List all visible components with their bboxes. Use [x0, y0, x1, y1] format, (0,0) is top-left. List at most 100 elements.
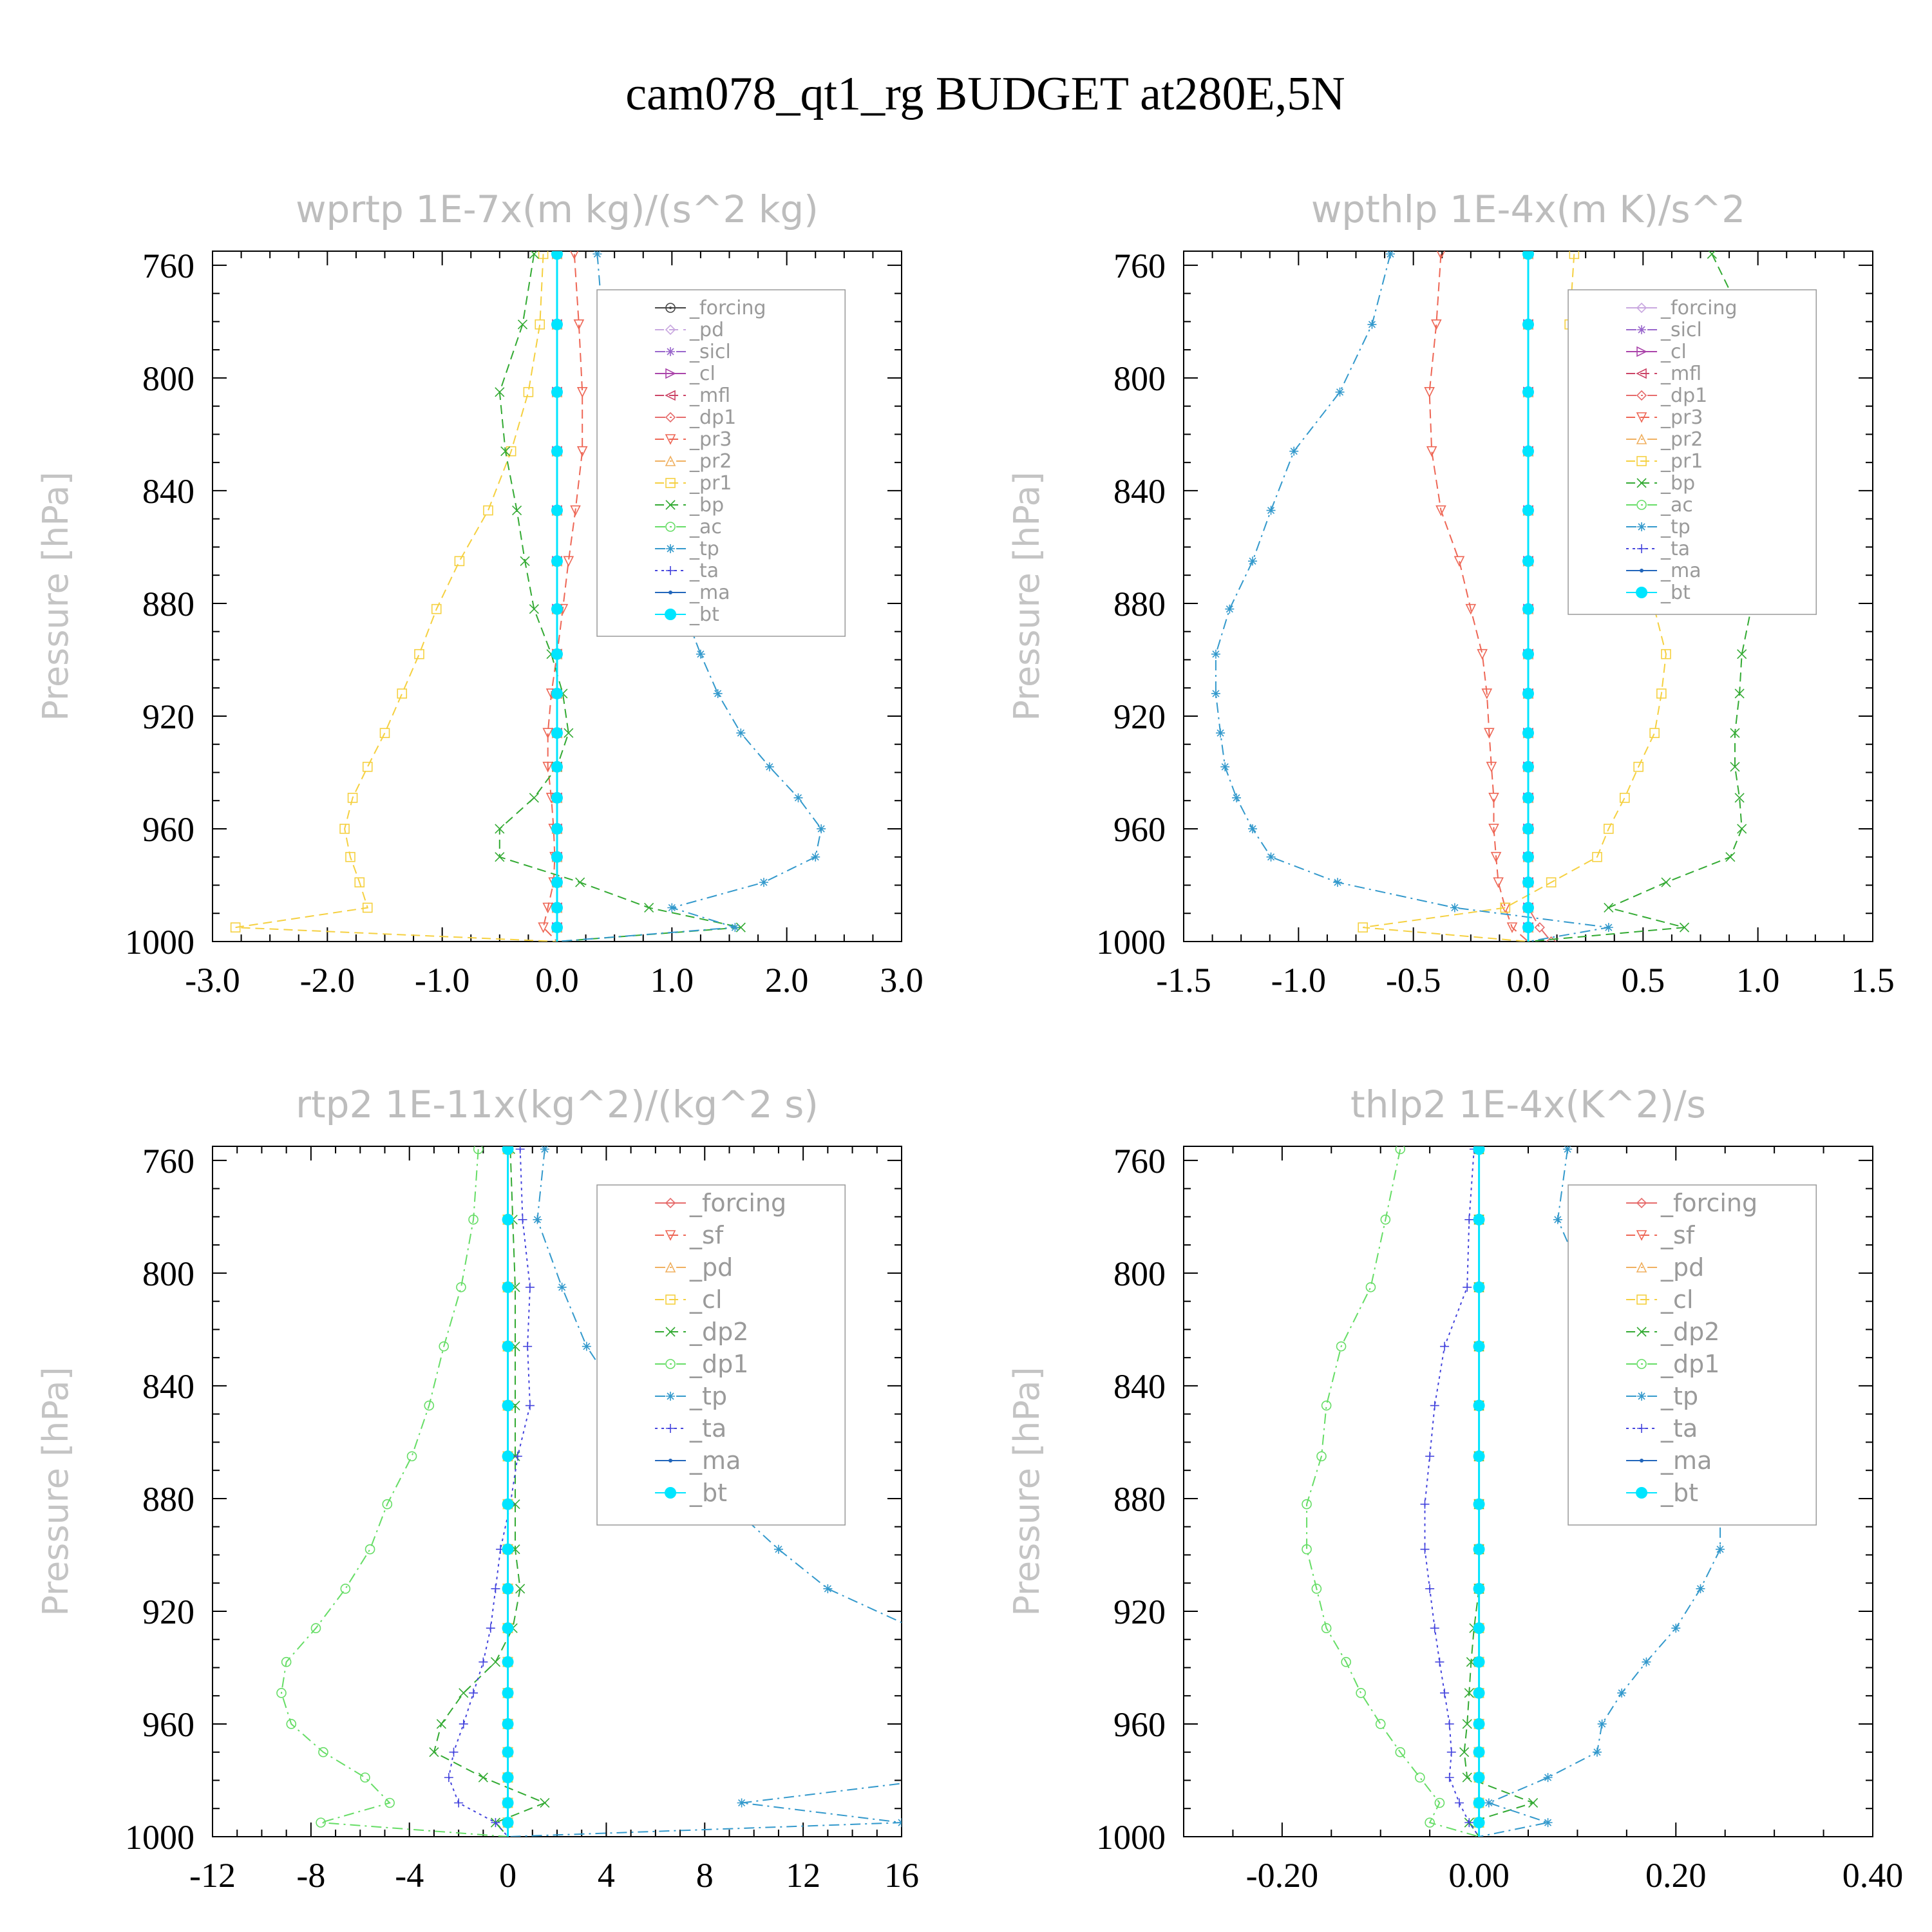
- legend-label: _bp: [689, 494, 724, 516]
- legend-marker: [665, 324, 676, 336]
- x-tick-label: 0.00: [1448, 1856, 1510, 1895]
- data-point: [557, 1282, 567, 1292]
- data-point: [316, 1817, 326, 1828]
- legend-item-ma: _ma: [655, 582, 730, 604]
- data-point: [667, 903, 677, 913]
- data-point: [551, 251, 563, 260]
- y-tick-label: 1000: [125, 1818, 194, 1857]
- data-point: [379, 728, 390, 739]
- data-point: [515, 1146, 525, 1154]
- data-point: [1380, 1214, 1391, 1225]
- data-point: [1543, 1818, 1553, 1828]
- data-point: [1730, 728, 1740, 738]
- data-point: [1266, 852, 1276, 862]
- data-point: [502, 1656, 514, 1668]
- legend-label: _cl: [1660, 1285, 1693, 1314]
- series-line-ta: [448, 1149, 531, 1837]
- data-point: [495, 852, 505, 862]
- data-point: [1593, 1747, 1602, 1757]
- data-point: [1725, 852, 1736, 862]
- data-point: [576, 446, 588, 457]
- data-point: [1450, 903, 1459, 913]
- data-point: [424, 1400, 435, 1411]
- series-line-dp2: [1463, 1149, 1535, 1837]
- data-point: [513, 1452, 522, 1461]
- data-point: [551, 687, 563, 699]
- legend-label: _forcing: [1660, 297, 1737, 319]
- data-point: [384, 1797, 395, 1808]
- x-tick-label: 0.0: [1506, 961, 1550, 999]
- x-tick-label: 3.0: [880, 961, 923, 999]
- legend-marker: [665, 1262, 676, 1273]
- legend-item-dp1: _dp1: [1626, 384, 1707, 407]
- legend-item-ma: _ma: [655, 1446, 741, 1475]
- legend-marker: [1636, 1359, 1647, 1369]
- y-tick-label: 920: [142, 697, 194, 736]
- series-area: [1302, 1146, 1725, 1837]
- panel-wprtp: wprtp 1E-7x(m kg)/(s^2 kg) Pressure [hPa]…: [35, 187, 923, 999]
- legend-item-cl: _cl: [655, 1285, 723, 1314]
- data-point: [1465, 603, 1477, 615]
- series-dp1: [276, 1146, 508, 1837]
- legend-box: [596, 289, 846, 637]
- data-point: [1094, 1689, 1103, 1698]
- legend-marker: [665, 1359, 676, 1369]
- data-point: [1375, 1719, 1386, 1729]
- data-point: [1493, 877, 1504, 888]
- data-point: [449, 1747, 459, 1757]
- x-tick-label: 1.0: [1736, 961, 1780, 999]
- y-tick-label: 840: [1113, 472, 1166, 511]
- data-point: [1420, 1544, 1430, 1554]
- data-point: [517, 319, 528, 330]
- data-point: [459, 1719, 468, 1728]
- data-point: [469, 1688, 478, 1698]
- data-point: [551, 761, 563, 773]
- legend-marker: [1636, 500, 1647, 510]
- data-point: [1522, 648, 1534, 660]
- legend-box: [1567, 1184, 1817, 1526]
- legend-marker: [665, 368, 676, 379]
- data-point: [491, 1818, 500, 1828]
- data-point: [456, 1282, 466, 1293]
- series-line-dp1: [1528, 254, 1552, 942]
- legend-label: _sf: [689, 1221, 724, 1249]
- legend-marker: [668, 1459, 673, 1463]
- data-point: [551, 922, 563, 934]
- series-line-bp: [498, 254, 741, 942]
- data-point: [1216, 728, 1226, 738]
- data-point: [1425, 1817, 1435, 1828]
- data-point: [1426, 446, 1437, 457]
- legend-label: _ma: [1660, 1446, 1712, 1475]
- data-point: [502, 1543, 514, 1555]
- data-point: [570, 251, 579, 260]
- legend-marker: [1640, 569, 1644, 573]
- data-point: [737, 1798, 746, 1808]
- legend-label: _ta: [689, 1414, 726, 1443]
- data-point: [468, 1214, 478, 1225]
- data-point: [1528, 1797, 1539, 1808]
- data-point: [1481, 688, 1493, 699]
- data-point: [573, 319, 585, 330]
- legend-marker: [1636, 587, 1648, 598]
- y-tick-label: 880: [1113, 585, 1166, 623]
- legend-item-mfl: _mfl: [1626, 363, 1701, 385]
- legend-marker: [665, 1230, 676, 1241]
- series-bt: [551, 251, 563, 942]
- legend-marker: [1636, 478, 1647, 488]
- data-point: [310, 1623, 321, 1634]
- data-point: [1522, 603, 1534, 615]
- data-point: [538, 922, 549, 933]
- data-point: [570, 505, 581, 516]
- data-point: [1534, 922, 1545, 933]
- y-tick-label: 840: [142, 472, 194, 511]
- legend-box: [596, 1184, 846, 1526]
- data-point: [564, 728, 574, 738]
- series-ta: [444, 1146, 535, 1837]
- legend-label: _dp1: [689, 1350, 748, 1378]
- x-tick-label: 0: [499, 1856, 516, 1895]
- legend-marker: [665, 500, 676, 510]
- series-line-dp1: [1306, 1149, 1479, 1837]
- legend: _forcing _sf _pd _cl _dp2 _dp1 _tp _ta _ma _bt: [596, 1184, 846, 1526]
- data-point: [897, 1818, 902, 1828]
- data-point: [1302, 1544, 1312, 1555]
